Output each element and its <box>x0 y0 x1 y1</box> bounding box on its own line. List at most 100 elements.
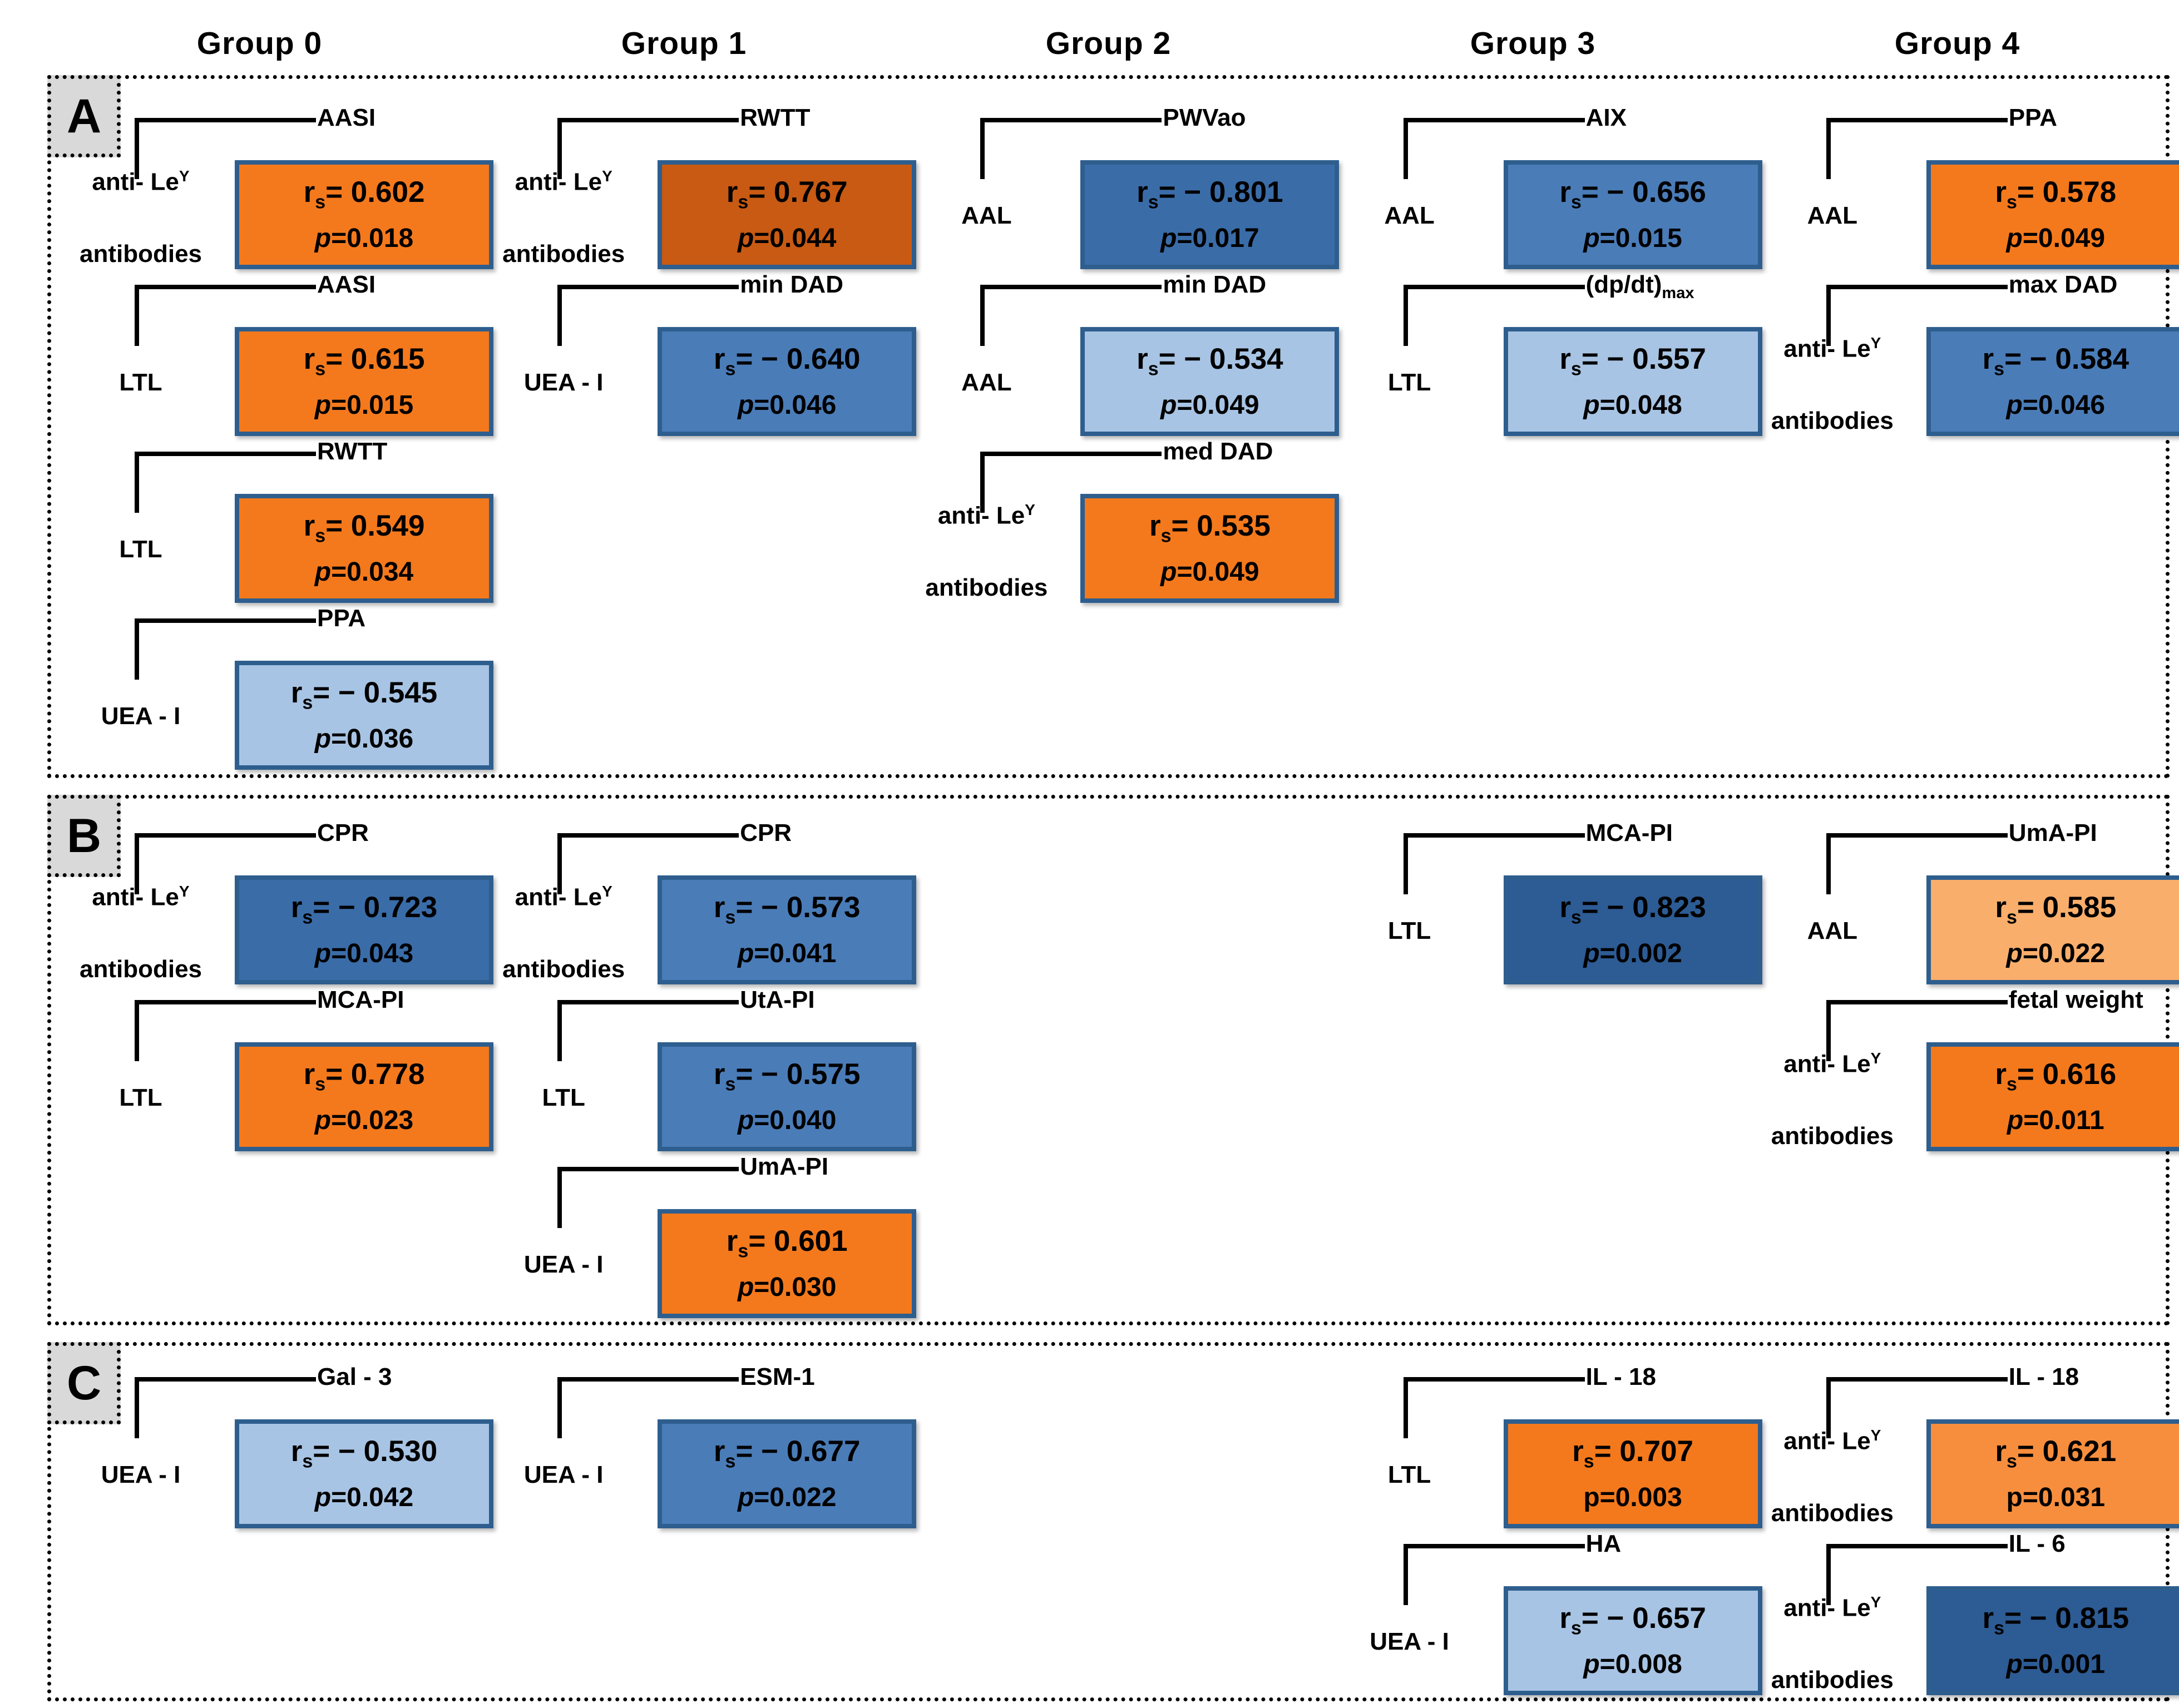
marker-label: HA <box>1585 1530 1622 1557</box>
bracket-line <box>135 452 316 513</box>
r-subscript: s <box>738 1241 749 1263</box>
r-subscript: s <box>1160 526 1172 547</box>
r-subscript: s <box>725 1451 736 1473</box>
correlation-box: rs= 0.616 p=0.011 <box>1926 1042 2179 1151</box>
r-subscript: s <box>1570 1618 1582 1640</box>
r-subscript: s <box>1570 192 1582 214</box>
p-value: p=0.018 <box>314 223 414 253</box>
r-value: rs= − 0.677 <box>713 1435 861 1473</box>
bracket-line <box>135 1377 316 1438</box>
correlation-cell: UmA-PI AAL rs= 0.585 p=0.022 <box>1743 815 2179 984</box>
panel-c: C Gal - 3 UEA - I rs= − 0.530 p=0.042 ES… <box>47 1342 2179 1701</box>
lectin-label: AAL <box>1807 917 1858 944</box>
correlation-cell: min DAD UEA - I rs= − 0.640 p=0.046 <box>474 267 917 436</box>
correlation-box: rs= − 0.530 p=0.042 <box>235 1419 493 1528</box>
correlation-cell: PPA AAL rs= 0.578 p=0.049 <box>1743 100 2179 269</box>
bracket-line <box>557 285 739 346</box>
r-value: rs= − 0.575 <box>713 1058 861 1096</box>
p-value: p=0.003 <box>1583 1482 1682 1512</box>
r-subscript: s <box>302 692 313 714</box>
correlation-box: rs= − 0.584 p=0.046 <box>1926 327 2179 436</box>
marker-label: UmA-PI <box>2008 819 2097 846</box>
p-value: p=0.008 <box>1583 1649 1682 1679</box>
marker-label: IL - 6 <box>2008 1530 2066 1557</box>
p-value: p=0.048 <box>1583 390 1682 420</box>
correlation-cell: HA UEA - I rs= − 0.657 p=0.008 <box>1320 1526 1762 1695</box>
lectin-label: anti- LeY antibodies <box>1771 1593 1894 1694</box>
p-value: p=0.049 <box>1160 557 1259 587</box>
bracket-line <box>1403 1544 1585 1605</box>
bracket-line <box>557 1377 739 1438</box>
p-value: p=0.046 <box>2006 390 2106 420</box>
r-subscript: s <box>2007 1451 2017 1473</box>
marker-label: min DAD <box>740 271 843 298</box>
bracket-line <box>135 118 316 179</box>
bracket-line <box>557 833 739 894</box>
r-subscript: s <box>2007 1074 2017 1096</box>
correlation-cell: RWTT LTL rs= 0.549 p=0.034 <box>51 434 493 603</box>
correlation-box: rs= − 0.823 p=0.002 <box>1503 875 1762 984</box>
marker-label: MCA-PI <box>317 986 404 1013</box>
r-subscript: s <box>1994 359 2005 380</box>
correlation-box: rs= 0.707 p=0.003 <box>1503 1419 1762 1528</box>
group-header-1: Group 1 <box>621 25 747 61</box>
bracket-line <box>1826 118 2008 179</box>
p-value: p=0.044 <box>737 223 837 253</box>
lectin-label: anti- LeY antibodies <box>79 883 202 983</box>
bracket-line <box>1826 833 2008 894</box>
lectin-label: UEA - I <box>101 702 181 730</box>
correlation-cell: AASI anti- LeY antibodies rs= 0.602 p=0.0… <box>51 100 493 269</box>
r-subscript: s <box>302 907 313 929</box>
correlation-box: rs= − 0.640 p=0.046 <box>658 327 917 436</box>
correlation-cell: CPR anti- LeY antibodies rs= − 0.573 p=0.… <box>474 815 917 984</box>
lectin-label: anti- LeY antibodies <box>925 501 1048 601</box>
r-subscript: s <box>315 192 326 214</box>
r-value: rs= 0.767 <box>726 176 848 214</box>
r-value: rs= 0.615 <box>303 343 425 380</box>
p-value: p=0.030 <box>737 1272 837 1302</box>
bracket-line <box>980 452 1162 513</box>
marker-label: PPA <box>2008 104 2058 131</box>
marker-label: (dp/dt)max <box>1585 271 1694 302</box>
bracket-line <box>1403 1377 1585 1438</box>
marker-label: MCA-PI <box>1585 819 1673 846</box>
marker-label: max DAD <box>2008 271 2118 298</box>
correlation-cell: AIX AAL rs= − 0.656 p=0.015 <box>1320 100 1762 269</box>
r-subscript: s <box>2007 192 2017 214</box>
r-subscript: s <box>725 1074 736 1096</box>
r-subscript: s <box>1583 1451 1594 1473</box>
r-subscript: s <box>315 359 326 380</box>
group-header-3: Group 3 <box>1470 25 1596 61</box>
correlation-cell: max DAD anti- LeY antibodies rs= − 0.584 … <box>1743 267 2179 436</box>
marker-label: PPA <box>317 605 366 632</box>
r-subscript: s <box>315 526 326 547</box>
r-value: rs= − 0.801 <box>1137 176 1283 214</box>
r-value: rs= − 0.656 <box>1559 176 1706 214</box>
lectin-label: anti- LeY antibodies <box>502 883 625 983</box>
r-value: rs= − 0.584 <box>1982 343 2129 380</box>
marker-label: fetal weight <box>2008 986 2143 1013</box>
panel-c-label: C <box>47 1342 121 1424</box>
marker-label: IL - 18 <box>1585 1363 1656 1390</box>
bracket-line <box>1826 1000 2008 1061</box>
r-subscript: s <box>1570 359 1582 380</box>
r-value: rs= − 0.657 <box>1559 1602 1706 1640</box>
lectin-label: LTL <box>1387 368 1431 396</box>
bracket-line <box>1403 285 1585 346</box>
p-value: p=0.017 <box>1160 223 1259 253</box>
p-value: p=0.022 <box>2006 938 2106 968</box>
r-value: rs= 0.621 <box>1995 1435 2117 1473</box>
panel-c-grid: Gal - 3 UEA - I rs= − 0.530 p=0.042 ESM-… <box>51 1346 2179 1697</box>
r-subscript: s <box>302 1451 313 1473</box>
r-value: rs= − 0.640 <box>713 343 861 380</box>
r-value: rs= 0.707 <box>1572 1435 1694 1473</box>
r-value: rs= − 0.815 <box>1982 1602 2129 1640</box>
marker-label: min DAD <box>1163 271 1267 298</box>
lectin-label: anti- LeY antibodies <box>502 167 625 268</box>
r-subscript: s <box>1994 1618 2005 1640</box>
correlation-cell: CPR anti- LeY antibodies rs= − 0.723 p=0.… <box>51 815 493 984</box>
marker-label: ESM-1 <box>740 1363 815 1390</box>
p-value: p=0.001 <box>2006 1649 2106 1679</box>
correlation-cell: fetal weight anti- LeY antibodies rs= 0.6… <box>1743 982 2179 1151</box>
